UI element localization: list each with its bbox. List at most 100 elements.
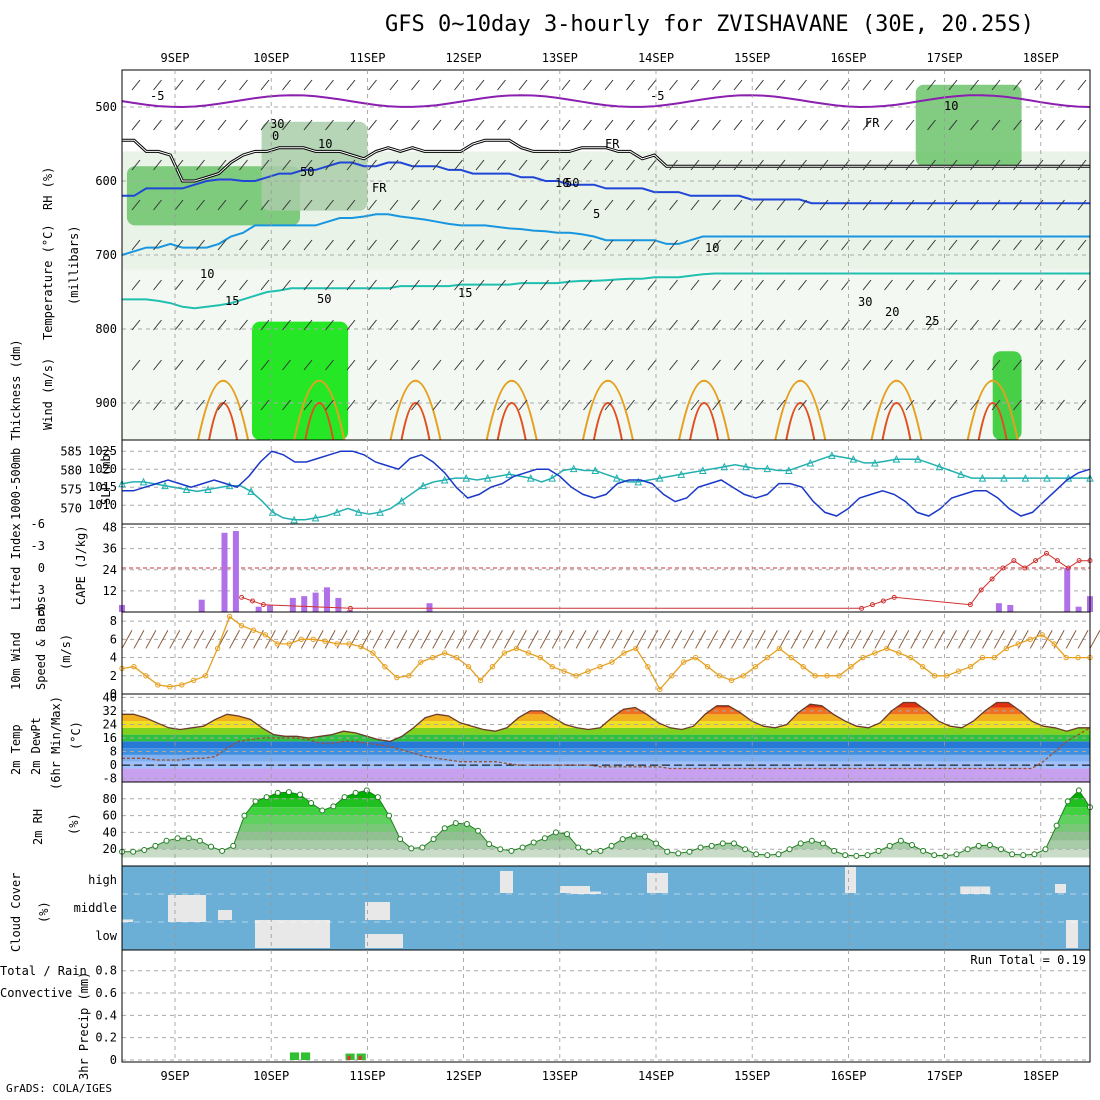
cloud-box — [1055, 884, 1066, 893]
wind-barb — [217, 279, 227, 291]
minmax-label-group: (6hr Min/Max) — [49, 696, 63, 790]
wind-speed-point — [657, 686, 663, 693]
cloud-box — [1066, 920, 1078, 948]
wind-barb — [884, 319, 893, 331]
top-date-label: 9SEP — [161, 51, 190, 65]
thickness-point — [548, 473, 557, 482]
wind-barb-10m — [719, 629, 730, 649]
temp-unit-label: (°C) — [69, 721, 83, 750]
wind-barb — [647, 359, 657, 371]
wind-speed-point — [298, 636, 304, 643]
temperature-contour-label: 0 — [272, 129, 279, 143]
wind-barb — [970, 359, 979, 371]
rh-tick: 60 — [103, 809, 117, 823]
wind-speed-point — [1051, 641, 1057, 647]
cloud-label-group: Cloud Cover — [9, 873, 23, 952]
rh-contour-label: 10 — [555, 176, 569, 190]
li-point — [1065, 565, 1071, 571]
cape-label-group: CAPE (J/kg) — [74, 526, 88, 605]
wind-speed-point — [549, 663, 555, 670]
rh-point — [897, 837, 904, 844]
wind-barb — [991, 79, 1001, 91]
thickness-point — [354, 508, 363, 516]
isotherm-20-loop — [389, 379, 442, 441]
wind-barb-10m — [503, 629, 515, 649]
wind-speed-point — [955, 668, 962, 674]
wind-barb — [819, 159, 829, 171]
wind-barb — [282, 159, 291, 171]
rh-zone — [261, 121, 368, 211]
wind-barb-10m — [850, 629, 862, 649]
dewpt-label-group: 2m DewPt — [29, 717, 43, 775]
wind-axis-label: Wind (m/s) — [41, 358, 55, 430]
wind-barb — [733, 199, 743, 211]
rh-point — [1053, 822, 1060, 829]
top-date-label: 17SEP — [927, 51, 963, 65]
wind-barb — [1034, 359, 1044, 371]
wind-barb — [368, 119, 377, 131]
wind-barb — [282, 79, 291, 91]
rh-tick: 20 — [103, 842, 117, 856]
wind-barb — [1077, 359, 1087, 371]
thickness-tick: 585 — [60, 445, 82, 459]
wind-barb-10m — [766, 629, 778, 649]
wind-barb-10m — [551, 629, 563, 649]
rh-point — [263, 794, 270, 801]
cloud-level-label: low — [95, 929, 117, 943]
wind-speed-point — [1027, 636, 1033, 643]
rh-point — [374, 794, 381, 801]
wind-barb-10m — [456, 629, 468, 649]
wind-barb — [346, 319, 356, 331]
wind-speed-point — [477, 677, 484, 684]
wind-barb — [862, 159, 872, 171]
rh-point — [308, 800, 315, 806]
wind-barb — [389, 159, 399, 171]
wind-speed-point — [143, 673, 149, 679]
thickness-point — [677, 470, 686, 478]
wind-barb — [948, 159, 958, 171]
freezing-level-inner — [122, 139, 1090, 182]
wind-barb — [991, 239, 1001, 251]
wind-speed-point — [238, 622, 245, 629]
wind-speed-point — [1039, 632, 1045, 638]
isotherm-5 — [122, 161, 1090, 205]
cloud-unit-label: (%) — [37, 901, 51, 923]
wind-speed-point — [740, 673, 747, 679]
wind-barb — [733, 79, 743, 91]
wind-barb — [368, 159, 377, 171]
li-axis-label: Lifted Index — [9, 523, 23, 610]
rh-tick: 80 — [103, 792, 117, 806]
wind-barb — [583, 239, 592, 251]
wind-barb-10m — [205, 629, 217, 649]
wind-barb — [948, 279, 958, 291]
wind-barb — [1013, 79, 1022, 91]
temp-band — [122, 727, 1090, 735]
wind-barb — [497, 199, 506, 211]
wind-barb — [583, 279, 592, 291]
wind-barb — [325, 279, 334, 291]
wind-speed-point — [155, 682, 161, 688]
wind-barb-10m — [157, 629, 169, 649]
wind-barb — [131, 159, 141, 171]
thickness-tick: 575 — [60, 482, 82, 496]
wind-barb — [1034, 239, 1044, 251]
wind-barb-10m — [683, 629, 695, 649]
wind-barb — [196, 399, 205, 411]
wind-barb — [411, 359, 420, 371]
precip-unit-group: 3hr Precip (mm) — [77, 972, 91, 1080]
wind-barb — [432, 279, 442, 291]
wind-barb — [604, 159, 614, 171]
rh-point — [864, 852, 871, 859]
wind-barb-10m — [587, 629, 599, 649]
wind-barb — [948, 79, 958, 91]
wind-barb — [325, 399, 334, 411]
cape-bar — [232, 531, 239, 612]
cape-bar — [1075, 606, 1082, 612]
wind-barb — [411, 199, 420, 211]
wind-barb — [346, 239, 356, 251]
wind-barb — [862, 199, 872, 211]
wind-barb — [819, 319, 829, 331]
cape-tick: 24 — [103, 563, 117, 577]
temperature-contour-label: FR — [605, 137, 620, 151]
wind-barb — [755, 119, 764, 131]
